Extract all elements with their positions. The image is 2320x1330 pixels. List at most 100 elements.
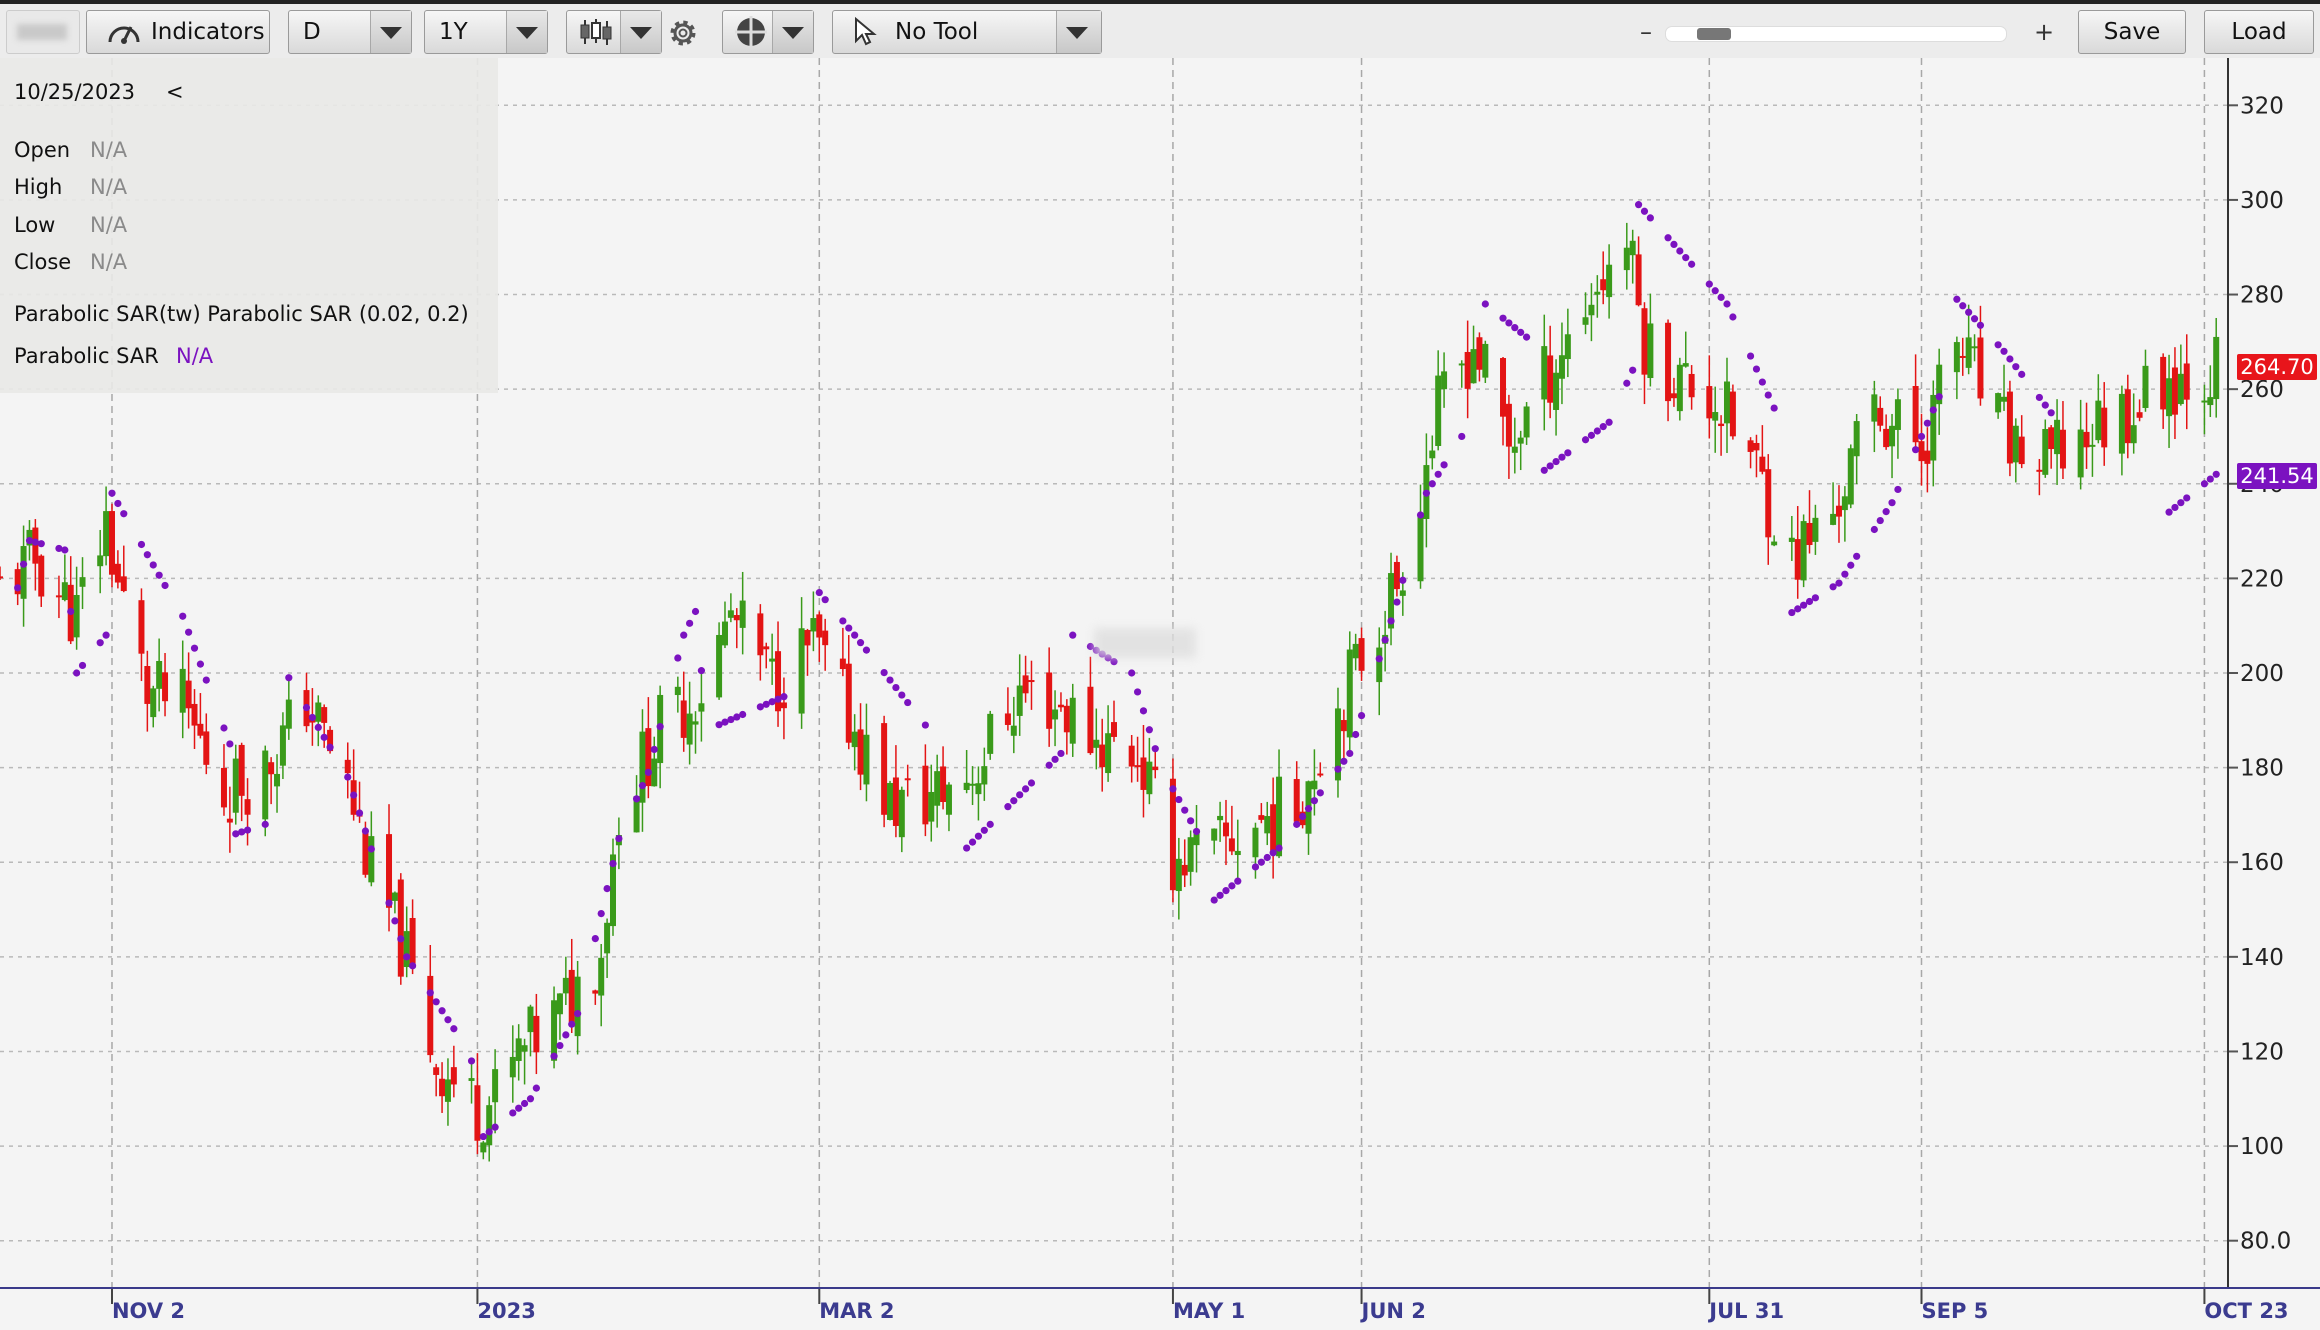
sar-dot [1758,378,1766,386]
save-button[interactable]: Save [2078,10,2186,54]
zoom-slider-thumb[interactable] [1696,28,1731,40]
sar-dot [1051,755,1059,763]
candle-body [1670,393,1677,399]
sar-dot [638,781,647,790]
candle-body [810,618,817,632]
candle-body [14,569,21,595]
sar-dot [1522,333,1531,341]
sar-dot [1540,466,1548,474]
candles [0,222,2220,1162]
sar-dot [190,644,199,652]
study-title: Parabolic SAR(tw) Parabolic SAR (0.02, 0… [14,302,469,326]
zoom-out-button[interactable]: – [1640,18,1652,46]
sar-dot [1434,470,1442,478]
candle-body [1134,765,1141,768]
candle-body [1594,291,1601,295]
sar-dot [2183,494,2191,502]
candle-body [386,834,393,908]
collapse-panel-button[interactable]: < [166,80,184,104]
toolbar: Indicators D 1Y No Too [0,0,2320,58]
candle-body [1293,779,1300,822]
chevron-down-icon[interactable] [370,11,411,53]
x-tick-label: 2023 [477,1299,535,1323]
low-label: Low [14,213,56,237]
chevron-down-icon[interactable] [1056,11,1101,53]
crosshair-select[interactable] [722,10,814,54]
sar-dot [963,844,971,852]
chevron-down-icon[interactable] [772,11,813,53]
chart-style-select[interactable] [566,10,662,54]
sar-dot [2177,499,2185,507]
candle-body [61,582,68,601]
candle-body [285,699,292,729]
drawing-tool-select[interactable]: No Tool [832,10,1102,54]
interval-select[interactable]: D [288,10,412,54]
candle-body [179,668,186,713]
sar-dot [1027,779,1036,787]
candle-body [197,723,204,736]
sar-dot [674,654,682,662]
candle-body [162,672,169,702]
candle-body [274,773,281,787]
chevron-down-icon[interactable] [620,11,661,53]
load-button[interactable]: Load [2204,10,2314,54]
candle-body [798,628,805,714]
sar-dot [1293,820,1301,828]
sar-dot [1346,749,1354,758]
y-tick-label: 140 [2240,945,2284,971]
candle-body [1376,647,1383,683]
sar-dot [479,1133,487,1141]
gauge-icon [108,26,140,44]
indicators-button[interactable]: Indicators [86,10,270,54]
candle-body [881,723,888,815]
sar-dot [261,820,269,828]
candle-body [922,765,929,825]
chevron-down-icon[interactable] [506,11,547,53]
candle-body [1564,334,1571,360]
candle-body [780,702,787,709]
zoom-in-button[interactable]: + [2034,18,2055,46]
sar-dot [756,703,764,711]
sar-dot [880,669,888,677]
candle-body [156,660,163,689]
sar-dot [302,703,311,712]
sar-dot [1222,887,1230,895]
candle-body [1111,722,1117,737]
sar-dot [19,560,28,568]
candle-body [1429,450,1436,459]
sar-dot [1729,313,1737,321]
sar-dot [25,536,34,545]
zoom-slider[interactable] [1665,26,2007,42]
candle-body [1004,713,1011,725]
sar-dot [892,683,900,692]
candle-body [427,975,434,1056]
sar-dot [851,631,859,639]
sar-dot [108,489,116,497]
candle-body [1264,816,1271,834]
candle-body [2048,427,2055,450]
sar-dot [1564,449,1572,457]
sar-dot [1086,642,1095,651]
low-value: N/A [90,213,128,237]
sar-dot [1976,321,1985,329]
candle-body [203,731,210,765]
sar-dot [733,713,741,721]
candle-body [639,731,646,803]
sar-dot [862,646,871,654]
candle-body [515,1038,522,1061]
sar-dot [1393,598,1401,606]
sar-dot [2035,393,2043,402]
sar-dot [1511,324,1519,332]
symbol-box[interactable] [6,10,80,54]
sar-dot [361,827,370,835]
range-select[interactable]: 1Y [424,10,548,54]
candle-body [1140,757,1147,790]
settings-gear-button[interactable] [666,16,700,50]
sar-dot [886,676,894,684]
sar-dot [1481,300,1489,308]
price-chart[interactable]: 80.0100120140160180200220240260280300320… [0,58,2320,1330]
sar-dot [2171,503,2179,512]
candle-body [1500,358,1507,417]
sar-dot [727,715,735,724]
candle-body [963,782,970,790]
